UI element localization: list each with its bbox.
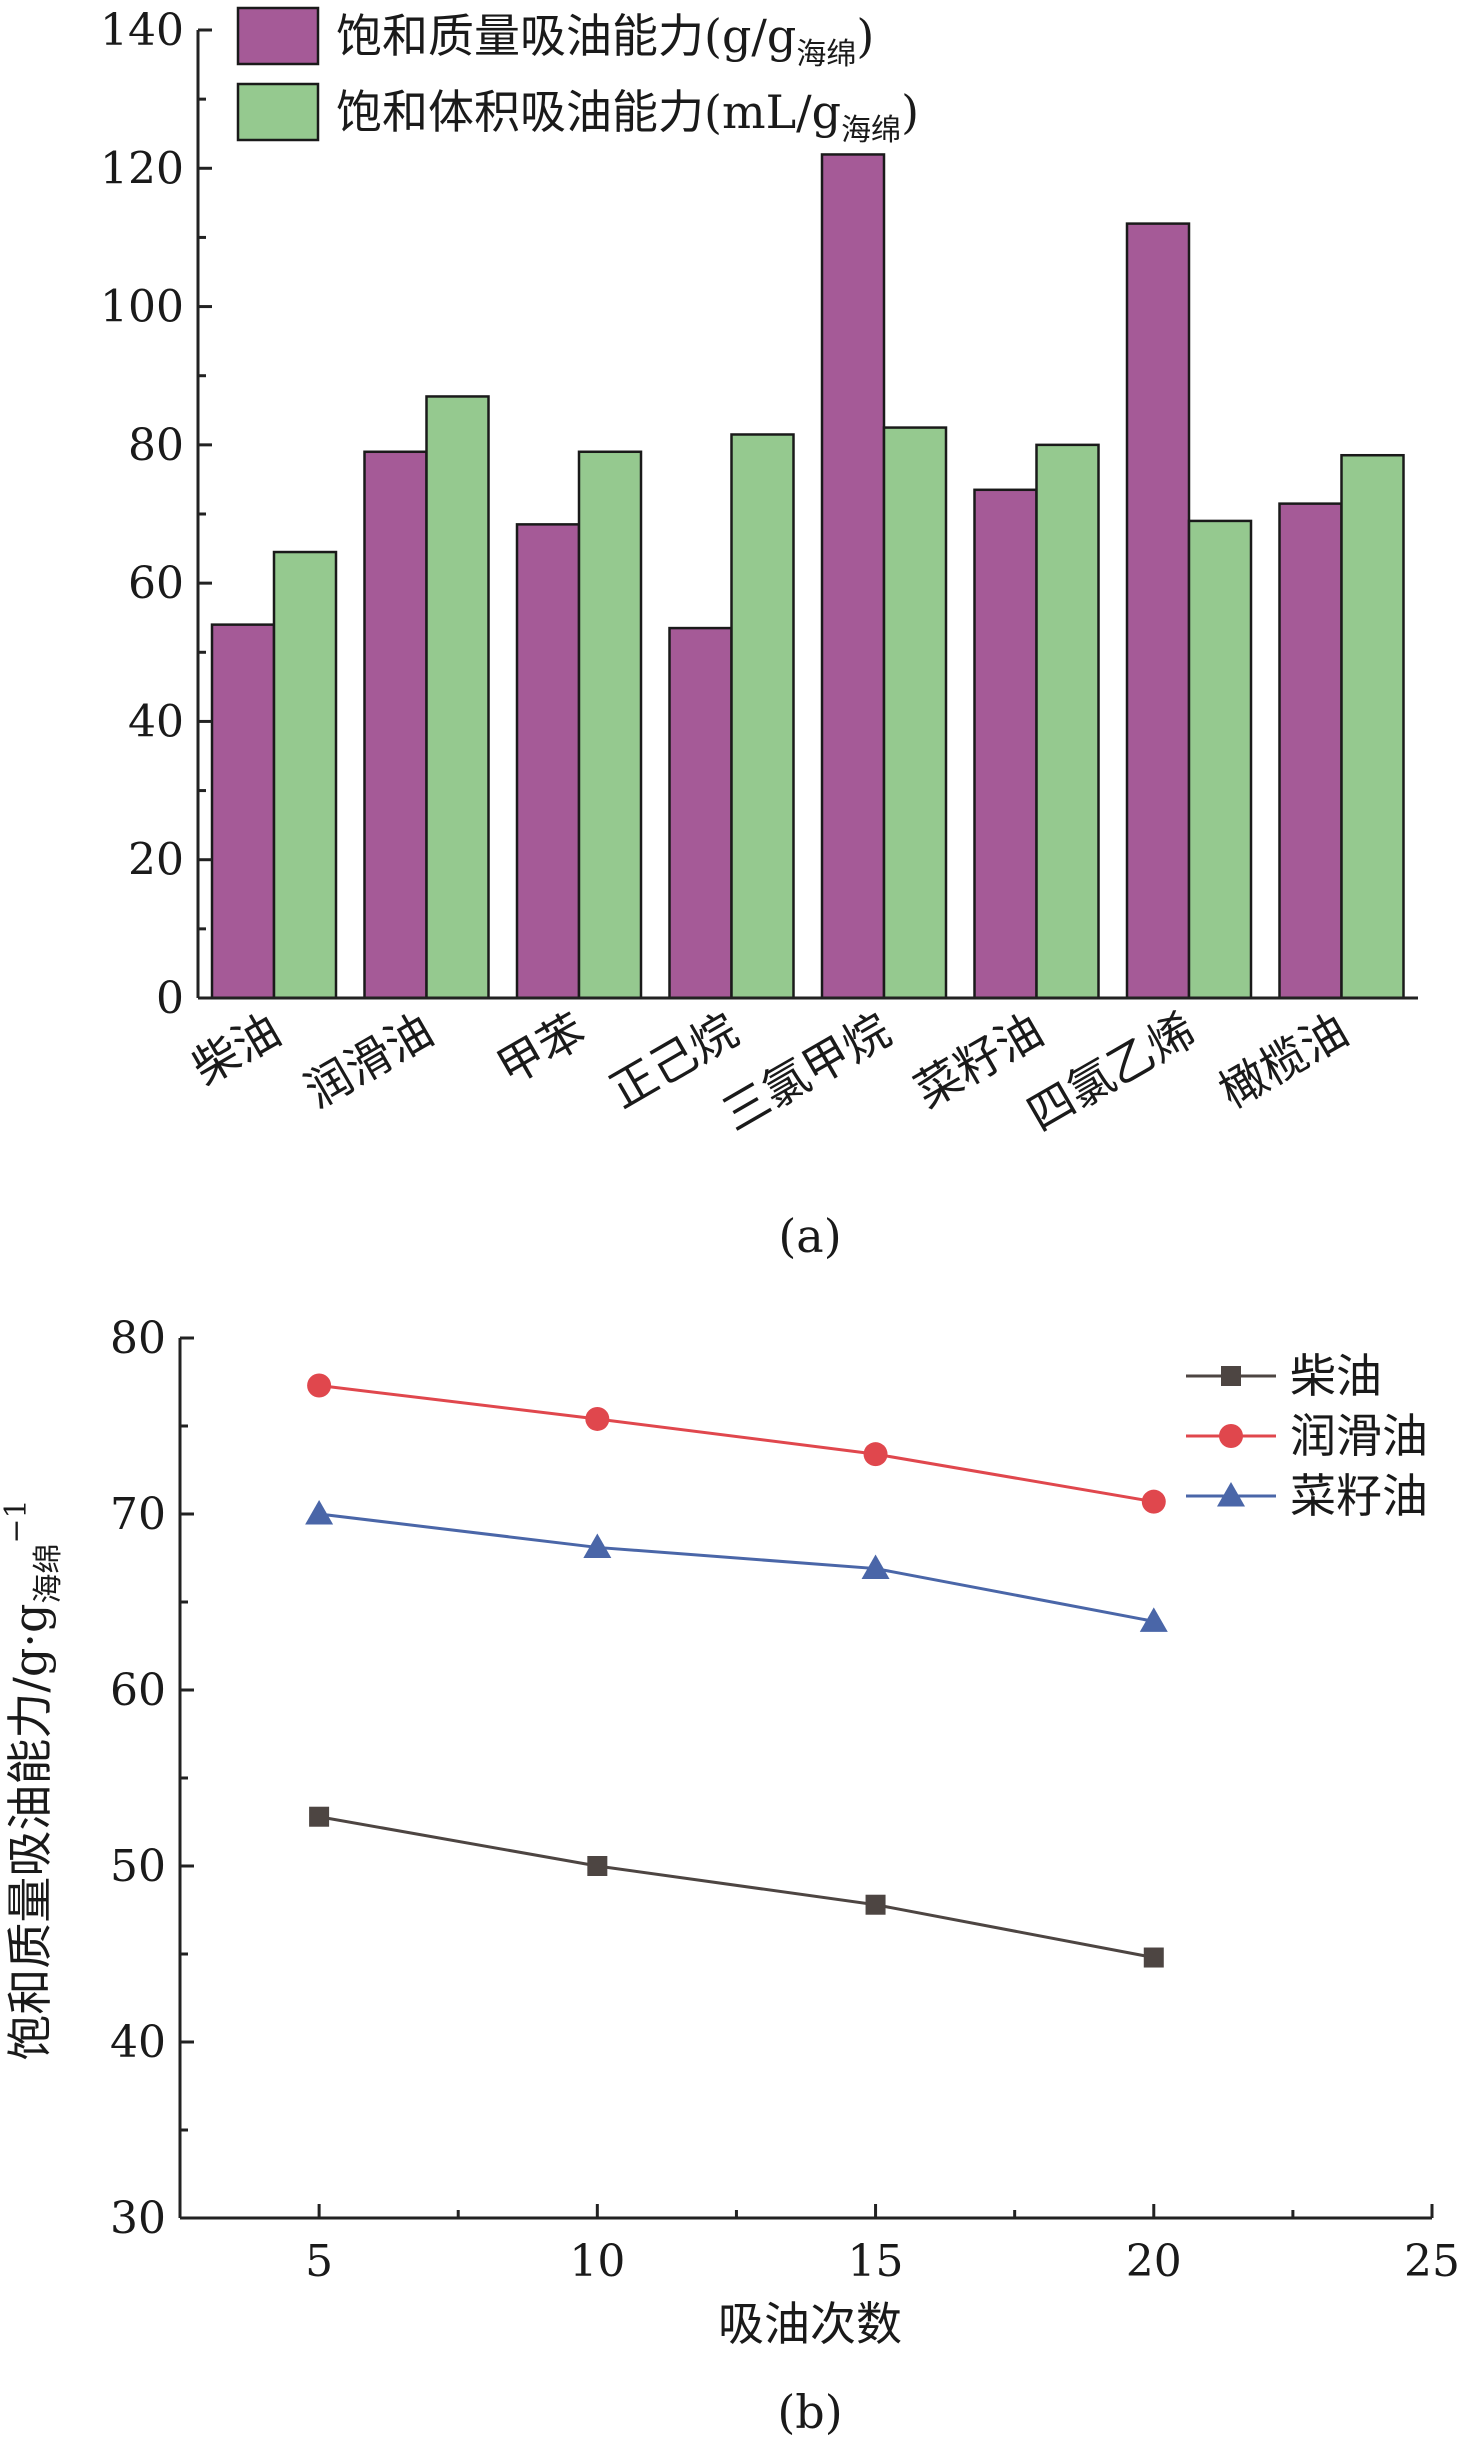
bar bbox=[1340, 453, 1405, 1000]
y-tick-label: 30 bbox=[110, 2193, 166, 2244]
marker-triangle bbox=[583, 1533, 612, 1558]
legend-label-subscript: 海绵 bbox=[796, 37, 856, 72]
category-tick-label: 四氯乙烯 bbox=[1018, 1003, 1204, 1142]
y-tick-label: 20 bbox=[128, 835, 184, 886]
bar bbox=[882, 426, 948, 1000]
marker-square bbox=[865, 1894, 886, 1915]
y-tick-label: 120 bbox=[100, 143, 184, 194]
y-tick-label: 50 bbox=[110, 1841, 166, 1892]
marker-circle bbox=[863, 1442, 888, 1467]
panel-b-line-chart: 30 40 50 60 70 80 5 10 15 20 25 饱和质量吸油能力/g·g海绵−1 柴油… bbox=[0, 1313, 1460, 2439]
legend-swatch bbox=[236, 6, 320, 66]
bar bbox=[1187, 519, 1253, 1000]
legend-label: 饱和质量吸油能力(g/g海绵) bbox=[336, 9, 874, 72]
marker-circle bbox=[307, 1373, 332, 1398]
x-tick-label: 25 bbox=[1404, 2236, 1460, 2287]
category-tick-label: 橄榄油 bbox=[1210, 1003, 1357, 1119]
bar bbox=[425, 395, 490, 1000]
x-tick-label: 20 bbox=[1126, 2236, 1182, 2287]
x-axis-label: 吸油次数 bbox=[718, 2297, 902, 2351]
bar bbox=[973, 488, 1038, 1000]
y-tick-label: 40 bbox=[128, 696, 184, 747]
category-tick-label: 润滑油 bbox=[295, 1003, 442, 1119]
y-tick-label: 0 bbox=[156, 973, 184, 1024]
series-line bbox=[318, 1815, 1155, 1959]
marker-circle bbox=[585, 1406, 610, 1431]
legend-label-close: ) bbox=[856, 9, 874, 63]
y-tick-label: 80 bbox=[128, 420, 184, 471]
legend-label-text: 饱和体积吸油能力(mL/g bbox=[336, 85, 841, 139]
marker-triangle bbox=[861, 1554, 890, 1580]
panel-b-label: (b) bbox=[777, 2385, 842, 2439]
category-tick-label: 甲苯 bbox=[488, 1003, 595, 1096]
legend-label: 柴油 bbox=[1290, 1349, 1382, 1403]
legend-label: 润滑油 bbox=[1290, 1409, 1428, 1463]
panel-a-label: (a) bbox=[778, 1209, 841, 1263]
y-tick-label: 100 bbox=[100, 282, 184, 333]
bar bbox=[577, 450, 643, 1000]
y-tick-label: 40 bbox=[110, 2017, 166, 2068]
bar bbox=[1278, 502, 1343, 1000]
x-tick-label: 10 bbox=[569, 2236, 625, 2287]
legend-label: 菜籽油 bbox=[1290, 1469, 1428, 1523]
marker-square bbox=[1221, 1366, 1241, 1386]
bar bbox=[210, 623, 276, 1000]
category-tick-label: 柴油 bbox=[183, 1003, 290, 1096]
y-tick-label: 140 bbox=[100, 5, 184, 56]
y-tick-label: 60 bbox=[128, 558, 184, 609]
marker-triangle bbox=[1139, 1607, 1168, 1632]
y-axis-label: 饱和质量吸油能力/g·g海绵−1 bbox=[0, 1499, 66, 2060]
y-tick-label: 70 bbox=[110, 1489, 166, 1540]
y-axis-label-subscript: 海绵 bbox=[31, 1544, 66, 1604]
bar bbox=[1125, 222, 1191, 1000]
marker-triangle bbox=[305, 1500, 334, 1525]
x-tick-label: 5 bbox=[305, 2236, 333, 2287]
axes: 30 40 50 60 70 80 5 10 15 20 25 饱和质量吸油能力/g·g海绵−1 bbox=[0, 1313, 1460, 2287]
bar bbox=[668, 626, 733, 1000]
y-tick-label: 80 bbox=[110, 1313, 166, 1364]
marker-square bbox=[587, 1856, 608, 1876]
y-axis-label-text: 饱和质量吸油能力/g·g bbox=[3, 1604, 57, 2061]
legend: 饱和质量吸油能力(g/g海绵)饱和体积吸油能力(mL/g海绵) bbox=[236, 6, 919, 148]
bar bbox=[272, 550, 338, 1000]
bar bbox=[730, 433, 795, 1000]
marker-circle bbox=[1141, 1489, 1166, 1514]
bar bbox=[1035, 443, 1100, 1000]
bar-group bbox=[210, 153, 1405, 1000]
series-line bbox=[318, 1512, 1155, 1623]
series-lines bbox=[305, 1373, 1168, 1968]
marker-square bbox=[309, 1806, 330, 1827]
series-line bbox=[318, 1384, 1155, 1504]
marker-circle bbox=[1219, 1424, 1243, 1448]
marker-triangle bbox=[1217, 1482, 1245, 1507]
marker-square bbox=[1143, 1947, 1164, 1968]
bar bbox=[363, 450, 428, 1000]
legend-label-subscript: 海绵 bbox=[841, 113, 901, 148]
x-tick-label: 15 bbox=[848, 2236, 904, 2287]
bar bbox=[515, 523, 581, 1000]
legend-label-text: 饱和质量吸油能力(g/g bbox=[336, 9, 796, 63]
y-axis-label-superscript: −1 bbox=[0, 1499, 34, 1543]
category-tick-label: 三氯甲烷 bbox=[713, 1003, 899, 1142]
bar bbox=[820, 153, 886, 1000]
legend-swatch bbox=[236, 82, 320, 142]
legend-label: 饱和体积吸油能力(mL/g海绵) bbox=[336, 85, 919, 148]
y-tick-label: 60 bbox=[110, 1665, 166, 1716]
legend-label-close: ) bbox=[901, 85, 919, 139]
